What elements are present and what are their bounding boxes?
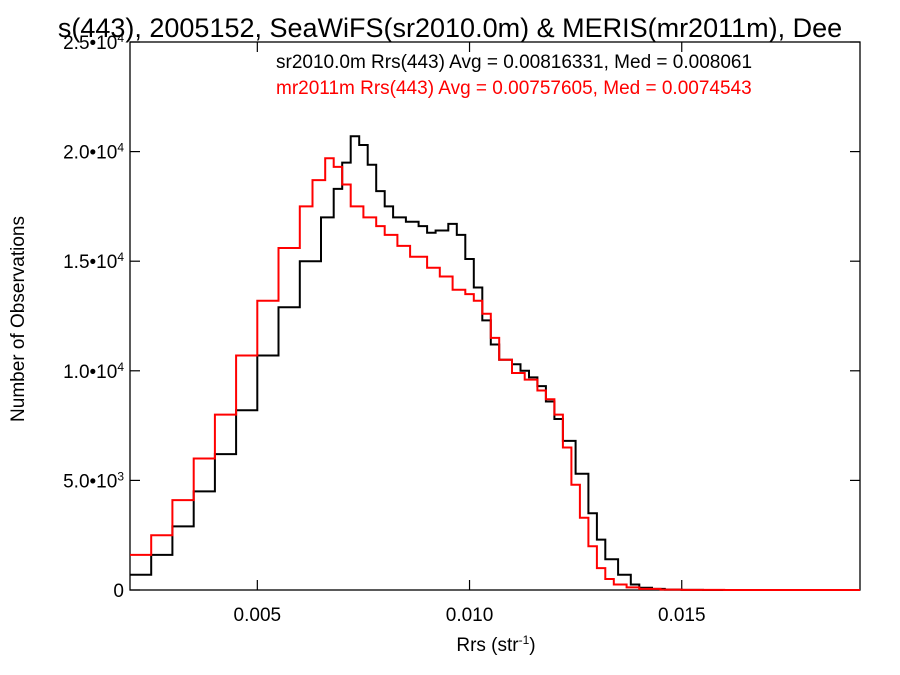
y-tick-label-1: 5.0•103	[63, 469, 124, 492]
legend-entry-mr2011m: mr2011m Rrs(443) Avg = 0.00757605, Med =…	[276, 78, 752, 99]
x-tick-label-0: 0.005	[234, 605, 282, 626]
series-lines	[130, 135, 860, 591]
y-tick-label-0: 0	[113, 581, 124, 602]
legend: sr2010.0m Rrs(443) Avg = 0.00816331, Med…	[276, 52, 752, 99]
x-axis-label-close: )	[529, 635, 535, 656]
series-line-mr2011m	[130, 157, 860, 591]
axis-ticks: 0.005 0.010 0.015 0 5.0•103 1.0•104 1.5•104 2.0…	[63, 31, 860, 626]
y-tick-label-2: 1.0•104	[63, 360, 124, 383]
y-axis-label: Number of Observations	[8, 216, 29, 422]
y-tick-label-5: 2.5•104	[63, 31, 124, 54]
x-axis-label-main: Rrs (str	[456, 635, 519, 656]
legend-entry-sr2010.0m: sr2010.0m Rrs(443) Avg = 0.00816331, Med…	[276, 52, 752, 73]
series-line-sr2010.0m	[130, 135, 860, 591]
plot-frame	[129, 41, 861, 591]
x-tick-label-2: 0.015	[658, 605, 706, 626]
x-axis-label-sup: -1	[519, 633, 530, 647]
chart-title: s(443), 2005152, SeaWiFS(sr2010.0m) & ME…	[58, 13, 842, 43]
x-axis-label: Rrs (str-1)	[456, 633, 535, 656]
x-tick-label-1: 0.010	[446, 605, 494, 626]
y-tick-label-4: 2.0•104	[63, 141, 124, 164]
y-tick-label-3: 1.5•104	[63, 250, 124, 273]
